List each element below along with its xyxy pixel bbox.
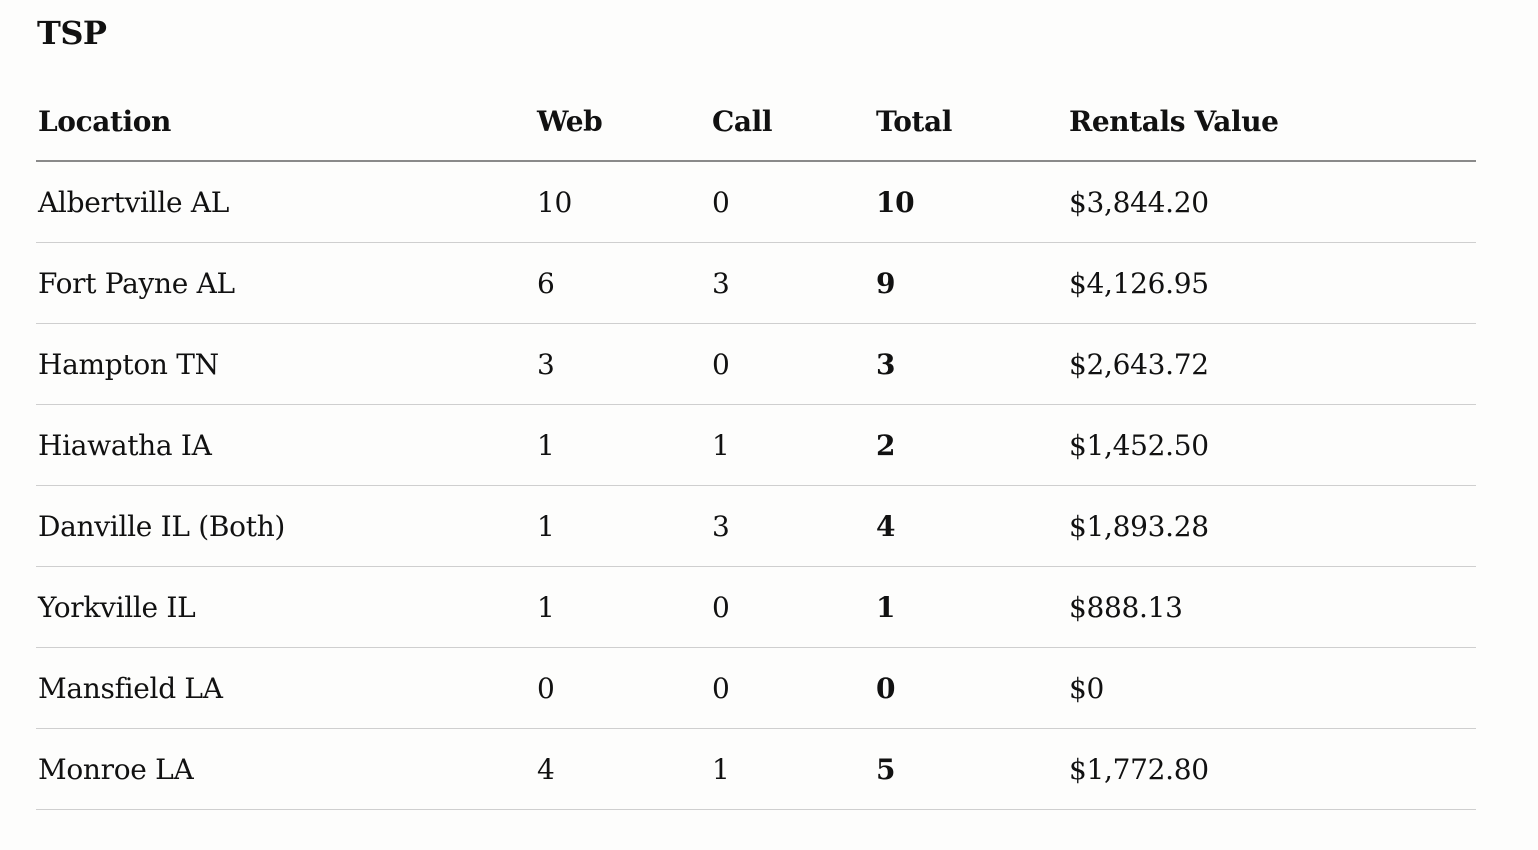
table-row: Hampton TN 3 0 3 $2,643.72 xyxy=(36,323,1476,405)
location-cell: Mansfield LA xyxy=(36,647,535,729)
rentals-value-cell: $3,844.20 xyxy=(1067,161,1476,243)
location-cell: Hampton TN xyxy=(36,323,535,405)
total-cell: 9 xyxy=(874,242,1067,324)
rentals-value-cell: $1,893.28 xyxy=(1067,485,1476,567)
web-cell: 1 xyxy=(535,404,710,486)
total-cell: 4 xyxy=(874,485,1067,567)
total-cell: 3 xyxy=(874,323,1067,405)
table-row: Mansfield LA 0 0 0 $0 xyxy=(36,647,1476,729)
location-cell: Monroe LA xyxy=(36,728,535,810)
rentals-value-cell: $1,772.80 xyxy=(1067,728,1476,810)
location-cell: Danville IL (Both) xyxy=(36,485,535,567)
call-cell: 1 xyxy=(710,404,874,486)
location-cell: Hiawatha IA xyxy=(36,404,535,486)
rentals-value-cell: $2,643.72 xyxy=(1067,323,1476,405)
page-title: TSP xyxy=(37,14,107,52)
location-cell: Albertville AL xyxy=(36,161,535,243)
call-cell: 1 xyxy=(710,728,874,810)
web-cell: 4 xyxy=(535,728,710,810)
call-cell: 0 xyxy=(710,161,874,243)
location-cell: Yorkville IL xyxy=(36,566,535,648)
table-row: Albertville AL 10 0 10 $3,844.20 xyxy=(36,161,1476,243)
total-cell: 2 xyxy=(874,404,1067,486)
column-header-web: Web xyxy=(535,82,710,162)
web-cell: 1 xyxy=(535,566,710,648)
column-header-rentals-value: Rentals Value xyxy=(1067,82,1476,162)
rentals-value-cell: $888.13 xyxy=(1067,566,1476,648)
column-header-call: Call xyxy=(710,82,874,162)
total-cell: 5 xyxy=(874,728,1067,810)
web-cell: 6 xyxy=(535,242,710,324)
table-header: Location Web Call Total Rentals Value xyxy=(36,82,1476,162)
web-cell: 1 xyxy=(535,485,710,567)
call-cell: 3 xyxy=(710,485,874,567)
call-cell: 0 xyxy=(710,647,874,729)
total-cell: 0 xyxy=(874,647,1067,729)
rentals-value-cell: $0 xyxy=(1067,647,1476,729)
call-cell: 3 xyxy=(710,242,874,324)
rentals-value-cell: $4,126.95 xyxy=(1067,242,1476,324)
column-header-total: Total xyxy=(874,82,1067,162)
location-cell: Fort Payne AL xyxy=(36,242,535,324)
header-row: Location Web Call Total Rentals Value xyxy=(36,82,1476,162)
total-cell: 1 xyxy=(874,566,1067,648)
table-body: Albertville AL 10 0 10 $3,844.20 Fort Pa… xyxy=(36,161,1476,810)
web-cell: 10 xyxy=(535,161,710,243)
rentals-value-cell: $1,452.50 xyxy=(1067,404,1476,486)
table-row: Danville IL (Both) 1 3 4 $1,893.28 xyxy=(36,485,1476,567)
table-row: Monroe LA 4 1 5 $1,772.80 xyxy=(36,728,1476,810)
total-cell: 10 xyxy=(874,161,1067,243)
call-cell: 0 xyxy=(710,323,874,405)
column-header-location: Location xyxy=(36,82,535,162)
table-row: Hiawatha IA 1 1 2 $1,452.50 xyxy=(36,404,1476,486)
locations-table: Location Web Call Total Rentals Value Al… xyxy=(36,82,1476,810)
table-row: Yorkville IL 1 0 1 $888.13 xyxy=(36,566,1476,648)
web-cell: 0 xyxy=(535,647,710,729)
table-row: Fort Payne AL 6 3 9 $4,126.95 xyxy=(36,242,1476,324)
web-cell: 3 xyxy=(535,323,710,405)
call-cell: 0 xyxy=(710,566,874,648)
